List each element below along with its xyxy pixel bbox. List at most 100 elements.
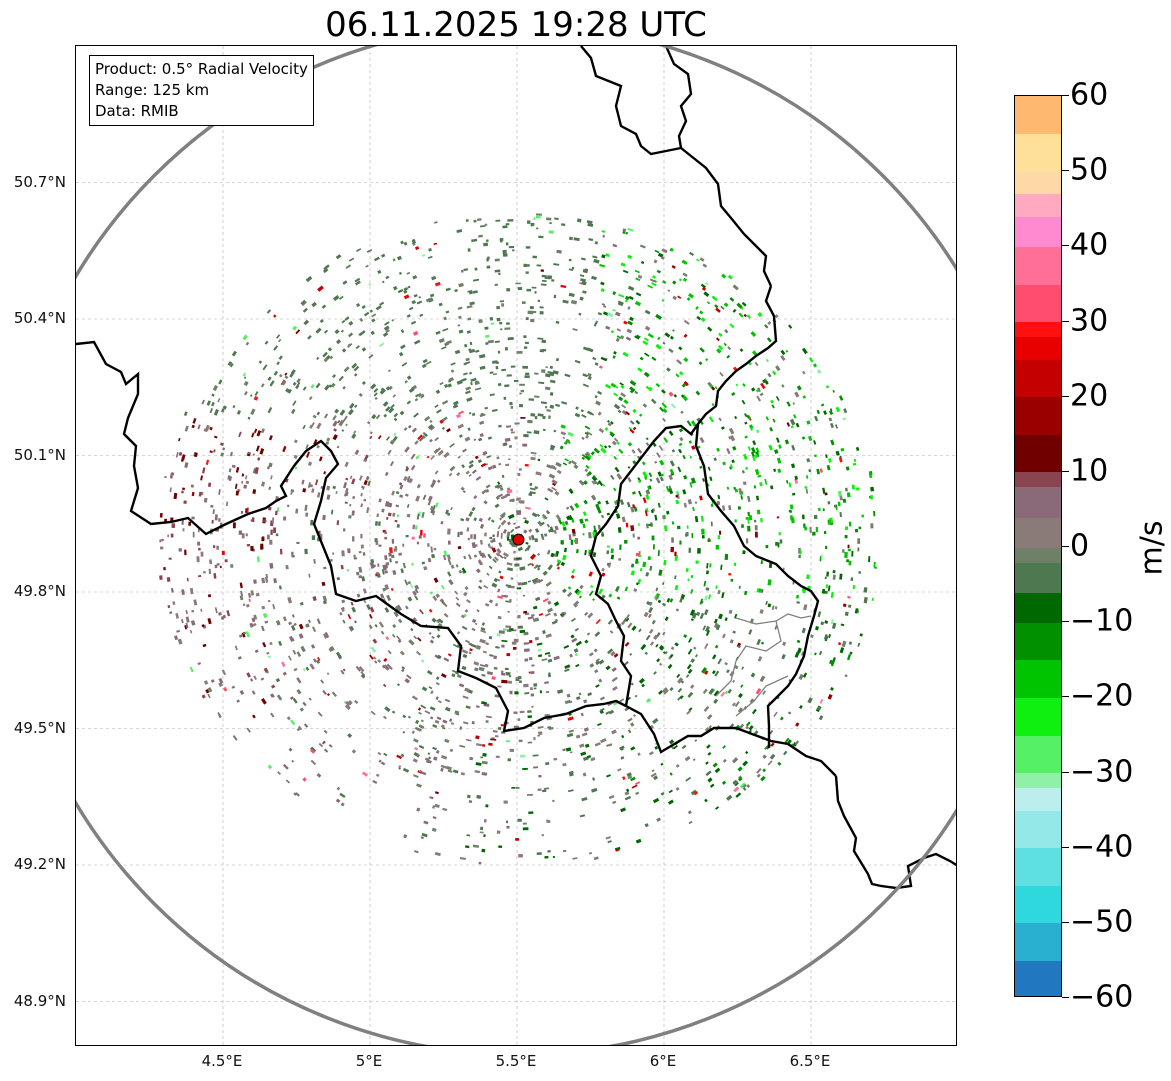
echo-bin	[714, 806, 720, 810]
echo-bin	[848, 560, 852, 566]
echo-bin	[610, 382, 617, 388]
echo-bin	[674, 551, 677, 556]
echo-bin	[330, 509, 334, 515]
echo-bin	[553, 263, 560, 266]
echo-bin	[694, 653, 699, 658]
echo-bin	[629, 652, 633, 656]
echo-bin	[858, 526, 862, 530]
echo-bin	[473, 278, 480, 282]
echo-bin	[774, 606, 778, 610]
echo-bin	[350, 409, 354, 414]
echo-bin	[685, 568, 689, 573]
echo-bin	[207, 482, 212, 487]
echo-bin	[393, 432, 397, 437]
echo-bin	[682, 489, 687, 495]
echo-bin	[696, 611, 701, 617]
echo-bin	[428, 608, 433, 613]
echo-bin	[606, 512, 611, 516]
echo-bin	[677, 687, 683, 693]
echo-bin	[423, 533, 426, 538]
echo-bin	[514, 422, 520, 425]
echo-bin	[517, 676, 522, 680]
echo-bin	[434, 221, 438, 224]
echo-bin	[720, 691, 726, 698]
echo-bin	[498, 272, 501, 275]
echo-bin	[176, 629, 180, 633]
radar-map[interactable]	[75, 45, 957, 1046]
echo-bin	[663, 689, 669, 695]
echo-bin	[677, 695, 683, 701]
echo-bin	[486, 239, 489, 242]
echo-bin	[390, 461, 395, 467]
echo-bin	[437, 449, 444, 456]
echo-bin	[813, 514, 818, 520]
echo-bin	[268, 486, 272, 491]
echo-bin	[414, 584, 420, 591]
echo-bin	[674, 554, 679, 561]
echo-bin	[706, 714, 713, 720]
echo-bin	[384, 584, 390, 590]
echo-bin	[624, 795, 632, 801]
echo-bin	[214, 564, 218, 569]
echo-bin	[527, 741, 533, 744]
echo-bin	[441, 346, 447, 350]
echo-bin	[317, 285, 324, 292]
echo-bin	[431, 553, 436, 559]
echo-bin	[423, 820, 429, 825]
echo-bin	[858, 571, 862, 574]
echo-bin	[213, 573, 217, 579]
echo-bin	[587, 471, 593, 476]
echo-bin	[290, 719, 296, 726]
echo-bin	[480, 629, 487, 634]
echo-bin	[494, 694, 500, 698]
echo-bin	[348, 320, 354, 326]
echo-bin	[781, 384, 785, 388]
echo-bin	[379, 301, 385, 306]
echo-bin	[340, 564, 344, 570]
echo-bin	[493, 666, 498, 670]
echo-bin	[516, 511, 522, 516]
echo-bin	[830, 591, 834, 599]
echo-bin	[662, 515, 665, 520]
echo-bin	[311, 535, 316, 540]
echo-bin	[643, 371, 650, 378]
echo-bin	[655, 595, 659, 601]
echo-bin	[846, 492, 851, 498]
echo-bin	[478, 579, 483, 583]
echo-bin	[650, 398, 657, 405]
echo-bin	[367, 421, 371, 425]
echo-bin	[239, 595, 244, 601]
echo-bin	[450, 506, 453, 511]
echo-bin	[614, 466, 620, 473]
echo-bin	[471, 720, 475, 725]
echo-bin	[530, 318, 535, 323]
colorbar-segment	[1015, 734, 1061, 774]
echo-bin	[679, 436, 684, 442]
echo-bin	[527, 616, 534, 620]
echo-bin	[671, 521, 675, 525]
echo-bin	[573, 600, 580, 607]
echo-bin	[818, 507, 821, 512]
echo-bin	[332, 552, 335, 555]
echo-bin	[468, 463, 474, 469]
echo-bin	[420, 659, 425, 663]
echo-bin	[427, 424, 434, 430]
echo-bin	[169, 472, 174, 479]
echo-bin	[705, 281, 709, 286]
echo-bin	[582, 533, 585, 536]
echo-bin	[243, 484, 248, 489]
echo-bin	[324, 631, 330, 638]
echo-bin	[203, 570, 206, 574]
echo-bin	[465, 517, 470, 522]
echo-bin	[193, 599, 198, 606]
radar-site-marker[interactable]	[512, 533, 525, 546]
echo-bin	[519, 710, 525, 714]
echo-bin	[594, 362, 599, 366]
echo-bin	[450, 722, 455, 725]
echo-bin	[802, 395, 807, 399]
echo-bin	[828, 634, 831, 639]
echo-bin	[285, 564, 289, 570]
echo-bin	[420, 529, 423, 536]
echo-bin	[254, 391, 259, 396]
echo-bin	[616, 473, 623, 480]
